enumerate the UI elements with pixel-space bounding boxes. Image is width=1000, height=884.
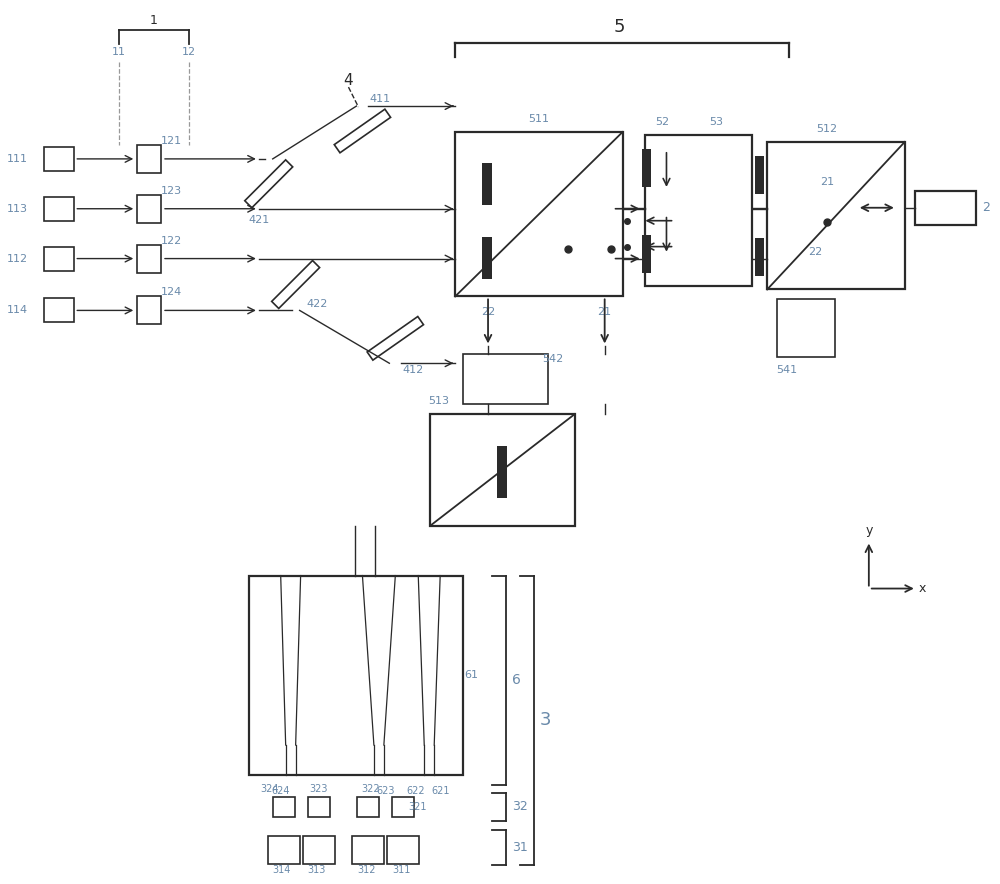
Text: 114: 114 <box>7 305 28 316</box>
Text: 21: 21 <box>598 308 612 317</box>
Bar <box>44 299 74 323</box>
Text: 314: 314 <box>273 865 291 874</box>
Text: 6: 6 <box>512 674 521 687</box>
Text: 53: 53 <box>709 117 723 127</box>
Text: 623: 623 <box>376 786 395 796</box>
Text: 22: 22 <box>808 247 822 256</box>
Text: 2: 2 <box>983 202 990 214</box>
Bar <box>767 142 905 289</box>
Bar <box>777 300 835 357</box>
Text: 12: 12 <box>182 47 196 57</box>
Bar <box>463 354 548 404</box>
Text: 311: 311 <box>392 865 410 874</box>
Text: x: x <box>919 582 926 595</box>
Bar <box>915 191 976 225</box>
Text: 513: 513 <box>428 396 449 406</box>
Polygon shape <box>272 261 320 309</box>
Bar <box>44 247 74 271</box>
Text: 21: 21 <box>820 177 834 187</box>
Polygon shape <box>334 109 391 153</box>
Text: 112: 112 <box>7 254 28 263</box>
Bar <box>387 835 419 864</box>
Text: 313: 313 <box>307 865 326 874</box>
Text: 32: 32 <box>512 800 528 813</box>
Text: 622: 622 <box>406 786 425 796</box>
Bar <box>357 796 379 817</box>
Bar <box>44 147 74 171</box>
Text: 1: 1 <box>150 14 158 27</box>
Bar <box>44 197 74 221</box>
Bar <box>303 835 335 864</box>
Text: 512: 512 <box>816 124 838 134</box>
Text: 124: 124 <box>160 287 182 298</box>
Text: 22: 22 <box>481 308 495 317</box>
Text: 541: 541 <box>777 365 798 375</box>
Text: 312: 312 <box>357 865 376 874</box>
Bar <box>642 149 651 187</box>
Text: 113: 113 <box>7 203 28 214</box>
Text: 5: 5 <box>614 19 625 36</box>
Text: y: y <box>865 523 873 537</box>
Text: 322: 322 <box>361 784 380 794</box>
Text: 3: 3 <box>540 711 551 729</box>
Text: 121: 121 <box>160 136 182 146</box>
Text: 422: 422 <box>307 300 328 309</box>
Bar <box>137 245 161 272</box>
Polygon shape <box>367 316 424 360</box>
Text: 323: 323 <box>309 784 328 794</box>
Bar <box>352 835 384 864</box>
Text: 4: 4 <box>344 72 353 88</box>
Bar <box>482 237 492 278</box>
Text: 111: 111 <box>7 154 28 164</box>
Text: 542: 542 <box>542 354 563 364</box>
Text: 11: 11 <box>112 47 126 57</box>
Text: 52: 52 <box>655 117 670 127</box>
Bar <box>392 796 414 817</box>
Polygon shape <box>245 160 293 208</box>
Bar <box>137 145 161 173</box>
Bar <box>755 156 764 194</box>
Text: 324: 324 <box>260 784 279 794</box>
Bar <box>137 296 161 324</box>
Bar <box>645 135 752 286</box>
Text: 122: 122 <box>160 236 182 246</box>
Text: 31: 31 <box>512 841 528 854</box>
Bar <box>268 835 300 864</box>
Text: 411: 411 <box>370 94 391 104</box>
Bar <box>249 575 463 775</box>
Text: 412: 412 <box>403 365 424 375</box>
Text: 61: 61 <box>464 670 478 681</box>
Bar <box>455 132 623 296</box>
Bar <box>497 446 507 498</box>
Bar <box>642 234 651 272</box>
Bar <box>308 796 330 817</box>
Text: 624: 624 <box>271 786 290 796</box>
Text: 421: 421 <box>248 215 269 225</box>
Bar <box>137 194 161 223</box>
Bar <box>755 238 764 276</box>
Bar <box>273 796 295 817</box>
Text: 321: 321 <box>408 802 427 812</box>
Text: 621: 621 <box>431 786 449 796</box>
Text: 511: 511 <box>528 114 549 124</box>
Bar <box>430 414 575 526</box>
Text: 123: 123 <box>160 186 182 195</box>
Bar <box>482 163 492 205</box>
